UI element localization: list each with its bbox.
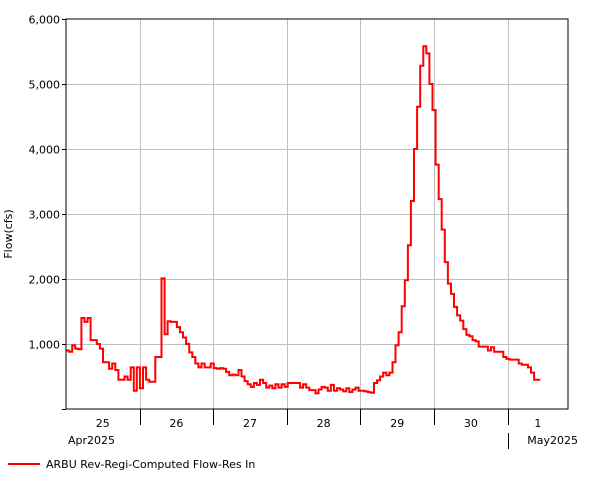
y-axis: 1,000 2,000 3,000 4,000 5,000 6,000 [29,14,66,410]
x-month-label: May2025 [527,434,578,447]
y-axis-label: Flow(cfs) [2,209,15,258]
x-tick-label: 28 [317,417,331,430]
series-line-0 [66,45,541,395]
y-tick-label: 2,000 [29,274,61,287]
x-axis-ticks [140,409,509,449]
y-tick-label: 3,000 [29,209,61,222]
x-tick-label: 29 [390,417,404,430]
y-tick-label: 5,000 [29,79,61,92]
y-tick-label: 6,000 [29,14,61,27]
x-tick-label: 26 [169,417,183,430]
x-month-label: Apr2025 [68,434,115,447]
grid [66,19,568,409]
y-tick-label: 4,000 [29,144,61,157]
y-tick-label: 1,000 [29,339,61,352]
legend-label-series-0: ARBU Rev-Regi-Computed Flow-Res In [46,457,256,471]
x-tick-label: 27 [243,417,257,430]
x-tick-label: 30 [464,417,478,430]
series-layer [66,45,541,395]
x-tick-label: 25 [96,417,110,430]
x-tick-label: 1 [534,417,541,430]
legend-swatch [8,463,40,465]
x-axis-labels: 25 26 27 28 29 30 1 Apr2025 May2025 [68,417,578,447]
legend: ARBU Rev-Regi-Computed Flow-Res In [8,456,255,472]
plot-area-border [65,18,569,410]
